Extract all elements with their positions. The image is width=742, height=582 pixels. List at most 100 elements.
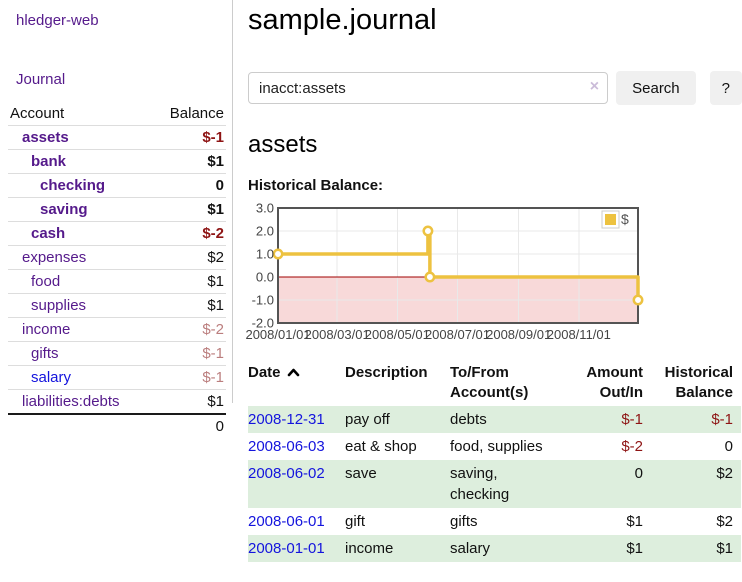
transaction-date-link[interactable]: 2008-01-01 — [248, 540, 325, 557]
y-axis-tick-label: 2.0 — [256, 224, 274, 239]
account-link[interactable]: saving — [40, 201, 88, 218]
x-axis-tick-label: 2008/03/01 — [305, 327, 370, 342]
historical-balance-chart: $3.0 2.0 1.0 0.0 -1.0 -2.0 2008/01/01 2008/03/0… — [245, 200, 708, 346]
register-header-row: Date Description To/From Account(s) Amou… — [248, 360, 741, 406]
account-row: expenses $2 — [8, 245, 226, 270]
y-axis-tick-label: -2.0 — [252, 316, 274, 331]
transaction-balance: $2 — [716, 465, 733, 482]
sidebar-item-journal[interactable]: Journal — [16, 71, 66, 88]
x-axis-tick-label: 2008/09/01 — [486, 327, 551, 342]
accounts-total-row: 0 — [8, 414, 226, 438]
sort-asc-icon — [287, 368, 299, 377]
account-link[interactable]: food — [31, 273, 61, 290]
account-link[interactable]: expenses — [22, 249, 87, 266]
x-axis-tick-label: 2008/07/01 — [425, 327, 490, 342]
account-balance: $-2 — [202, 321, 224, 338]
transaction-accounts: debts — [450, 411, 487, 428]
transaction-balance: 0 — [724, 438, 733, 455]
account-balance: 0 — [215, 177, 224, 194]
account-balance: $-2 — [202, 225, 224, 242]
transaction-date: 2008-01-01 — [248, 535, 345, 562]
transaction-row: 2008-06-02 save saving, checking 0 $2 — [248, 460, 741, 508]
transaction-balance: $1 — [716, 540, 733, 557]
accounts-total-value: 0 — [215, 418, 224, 435]
transaction-accounts: gifts — [450, 513, 478, 530]
y-axis-tick-label: 3.0 — [256, 201, 274, 216]
transaction-accounts: saving, checking — [450, 465, 510, 503]
transaction-row: 2008-01-01 income salary $1 $1 — [248, 535, 741, 562]
account-heading: assets — [248, 131, 318, 158]
account-link[interactable]: cash — [31, 225, 66, 242]
transaction-date: 2008-06-02 — [248, 460, 345, 508]
accounts-tbody: assets $-1 bank $1 checking 0 saving $1 cash $-2 e… — [8, 125, 226, 415]
transaction-description: save — [345, 465, 377, 482]
account-link[interactable]: salary — [31, 369, 72, 386]
column-header-balance: Historical Balance — [664, 364, 733, 401]
accounts-header-account: Account — [10, 105, 65, 122]
transaction-date: 2008-12-31 — [248, 406, 345, 433]
page-title: sample.journal — [248, 4, 437, 36]
transaction-balance: $2 — [716, 513, 733, 530]
transaction-description: income — [345, 540, 394, 557]
transaction-amount: 0 — [634, 465, 643, 482]
account-balance: $1 — [207, 201, 224, 218]
account-row: saving $1 — [8, 197, 226, 222]
transaction-amount: $1 — [626, 540, 643, 557]
sidebar: hledger-web Journal Account Balance asse… — [0, 0, 232, 438]
transaction-amount: $-1 — [621, 411, 643, 428]
account-balance: $1 — [207, 393, 224, 410]
x-axis-tick-label: 2008/05/01 — [365, 327, 430, 342]
accounts-header-balance: Balance — [169, 105, 224, 122]
column-header-description: Description — [345, 364, 428, 381]
account-balance: $-1 — [202, 345, 224, 362]
column-header-date[interactable]: Date — [248, 360, 345, 406]
account-balance: $1 — [207, 153, 224, 170]
transaction-date-link[interactable]: 2008-12-31 — [248, 411, 325, 428]
help-button[interactable]: ? — [709, 71, 742, 105]
account-link[interactable]: gifts — [31, 345, 59, 362]
transaction-accounts: salary — [450, 540, 491, 557]
transaction-balance: $-1 — [711, 411, 733, 428]
account-row: salary $-1 — [8, 365, 226, 390]
account-balance: $1 — [207, 273, 224, 290]
account-row: checking 0 — [8, 173, 226, 198]
column-header-amount: Amount Out/In — [586, 364, 643, 401]
account-balance: $-1 — [202, 369, 224, 386]
account-link[interactable]: assets — [22, 129, 69, 146]
account-row: supplies $1 — [8, 293, 226, 318]
transaction-description: pay off — [345, 411, 390, 428]
account-balance: $-1 — [202, 129, 224, 146]
svg-text:$: $ — [621, 211, 629, 227]
clear-search-icon[interactable]: × — [589, 78, 600, 95]
account-link[interactable]: income — [22, 321, 71, 338]
account-row: gifts $-1 — [8, 341, 226, 366]
transaction-row: 2008-06-03 eat & shop food, supplies $-2 0 — [248, 433, 741, 460]
account-row: liabilities:debts $1 — [8, 389, 226, 415]
account-link[interactable]: liabilities:debts — [22, 393, 120, 410]
account-row: income $-2 — [8, 317, 226, 342]
search-button[interactable]: Search — [616, 71, 696, 105]
account-balance: $2 — [207, 249, 224, 266]
accounts-table: Account Balance assets $-1 bank $1 checking 0… — [8, 102, 226, 438]
register-table: Date Description To/From Account(s) Amou… — [248, 360, 741, 562]
search-bar: × Search ? — [248, 71, 742, 105]
transaction-date: 2008-06-03 — [248, 433, 345, 460]
chart-title: Historical Balance: — [248, 177, 384, 194]
app-brand-link[interactable]: hledger-web — [16, 12, 99, 29]
transaction-row: 2008-06-01 gift gifts $1 $2 — [248, 508, 741, 535]
y-axis-tick-label: 0.0 — [256, 270, 274, 285]
account-link[interactable]: bank — [31, 153, 67, 170]
transaction-description: gift — [345, 513, 366, 530]
account-link[interactable]: checking — [40, 177, 106, 194]
x-axis-tick-label: 2008/01/01 — [245, 327, 310, 342]
column-header-accounts: To/From Account(s) — [450, 364, 529, 401]
register-tbody: 2008-12-31 pay off debts $-1 $-1 2008-06-03 ea… — [248, 406, 741, 562]
account-link[interactable]: supplies — [31, 297, 87, 314]
sidebar-divider — [232, 0, 233, 403]
transaction-row: 2008-12-31 pay off debts $-1 $-1 — [248, 406, 741, 433]
transaction-date-link[interactable]: 2008-06-02 — [248, 465, 325, 482]
transaction-date-link[interactable]: 2008-06-03 — [248, 438, 325, 455]
transaction-date-link[interactable]: 2008-06-01 — [248, 513, 325, 530]
main-content: sample.journal × Search ? assets Histori… — [245, 0, 742, 562]
search-input[interactable] — [248, 72, 609, 104]
